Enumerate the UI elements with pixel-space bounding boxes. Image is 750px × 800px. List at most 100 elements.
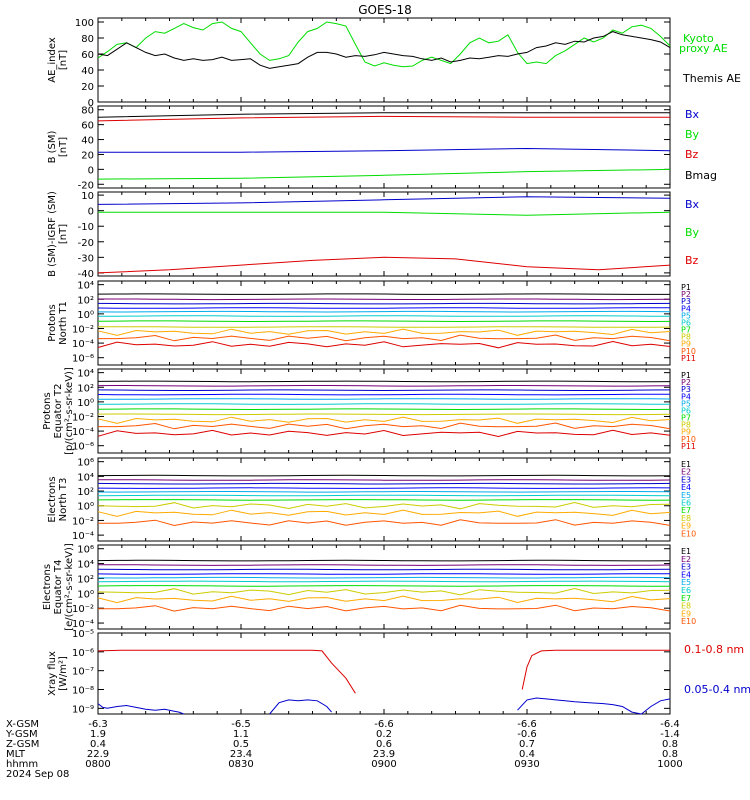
legend-item: 0.1-0.8 nm: [684, 643, 744, 656]
y-tick-label: 10⁴: [77, 472, 94, 483]
bottom-axis-value: 0.6: [376, 739, 392, 750]
channel-line: [97, 380, 671, 383]
channel-label: P6: [681, 318, 691, 327]
y-tick-label: 0: [88, 165, 94, 176]
legend-proxy-ae: proxy AE: [679, 42, 728, 55]
y-axis-label: AE_index: [47, 37, 58, 83]
panel-b_igrf: 10 0 -10 -20 -30 -40 B (SM)-IGRF (SM) [nT] Bx By B…: [47, 191, 700, 280]
legend-item: Bz: [685, 148, 699, 161]
bottom-axis-value: 23.9: [373, 749, 395, 760]
bottom-axis-value: 0.4: [519, 749, 535, 760]
channel-line: [98, 604, 671, 612]
channel-label: P10: [681, 347, 696, 356]
y-tick-label: 0: [88, 98, 94, 109]
channel-label: E5: [681, 578, 691, 587]
y-tick-label: 10⁻⁷: [72, 667, 94, 678]
channel-line: [97, 328, 671, 336]
y-tick-label: 10²: [77, 383, 94, 394]
y-axis-label: Protons: [42, 392, 53, 429]
y-axis-label: Electrons: [47, 476, 58, 522]
legend-item: By: [685, 226, 700, 239]
series-line: [98, 211, 671, 216]
channel-label: P3: [681, 385, 691, 394]
y-tick-label: 10²: [77, 574, 94, 585]
channel-label: E8: [681, 514, 691, 523]
y-tick-label: 0: [88, 207, 94, 218]
y-axis-label: B (SM)-IGRF (SM): [47, 191, 58, 277]
panel-xray: 10⁻⁵ 10⁻⁶ 10⁻⁷ 10⁻⁸ 10⁻⁹ Xray flux [W/m²] 0.1-0…: [47, 629, 750, 715]
y-tick-label: -20: [78, 238, 94, 249]
channel-line: [97, 413, 671, 416]
series-line: [517, 697, 671, 715]
y-tick-label: 10⁻²: [72, 516, 94, 527]
legend-item: 0.05-0.4 nm: [684, 683, 750, 696]
channel-label: P1: [681, 371, 691, 380]
channel-label: E4: [681, 570, 691, 579]
channel-label: E9: [681, 522, 691, 531]
bottom-axis-value: 1000: [657, 759, 682, 770]
bottom-axis-value: 1.1: [233, 729, 249, 740]
channel-label: E3: [681, 475, 691, 484]
channel-line: [97, 474, 671, 477]
y-tick-label: -20: [78, 180, 94, 191]
channel-line: [97, 501, 671, 510]
channel-label: E3: [681, 563, 691, 572]
bottom-axis-value: 0.8: [662, 749, 678, 760]
channel-line: [97, 576, 671, 579]
y-tick-label: 10⁴: [77, 369, 94, 380]
series-line: [269, 699, 332, 715]
y-tick-label: 10⁻⁸: [72, 686, 94, 697]
channel-label: P5: [681, 311, 691, 320]
legend-kyoto: Kyoto: [683, 32, 714, 45]
y-tick-label: -30: [78, 253, 94, 264]
y-tick-label: 10⁰: [77, 310, 94, 321]
bottom-axis-value: -1.4: [660, 729, 680, 740]
channel-line: [97, 587, 671, 596]
y-tick-label: 60: [81, 50, 94, 61]
channel-label: E6: [681, 499, 691, 508]
channel-label: E4: [681, 483, 691, 492]
channel-line: [98, 298, 671, 301]
y-axis-label: Protons: [47, 304, 58, 341]
channel-label: E7: [681, 594, 691, 603]
y-tick-label: 80: [81, 34, 94, 45]
bottom-axis-value: 0.8: [662, 739, 678, 750]
channel-line: [97, 573, 670, 575]
series-line: [97, 703, 184, 715]
series-line: [97, 649, 356, 694]
channel-line: [97, 408, 671, 411]
y-axis-label: [p/(cm²-s-sr-keV)]: [64, 367, 75, 455]
legend-item: Bz: [685, 254, 699, 267]
y-axis-label: [e/(cm²-s-sr-keV)]: [64, 543, 75, 631]
legend-item: Bmag: [685, 169, 717, 182]
y-tick-label: 40: [81, 66, 94, 77]
bottom-row-label: MLT: [6, 749, 26, 760]
y-tick-label: 10⁻⁶: [72, 442, 94, 453]
legend-item: By: [685, 128, 700, 141]
series-line: [97, 168, 671, 180]
channel-label: E1: [681, 460, 691, 469]
channel-label: E2: [681, 468, 691, 477]
y-tick-label: 10⁻²: [72, 324, 94, 335]
channel-label: P6: [681, 406, 691, 415]
bottom-axis-table: X-GSM Y-GSM Z-GSM MLT hhmm 2024 Sep 08 -…: [5, 719, 683, 780]
channel-line: [97, 326, 671, 328]
channel-label: P8: [681, 421, 691, 430]
channel-line: [97, 302, 671, 305]
bottom-axis-value: -6.5: [231, 719, 251, 730]
channel-label: P4: [681, 304, 691, 313]
y-tick-label: 20: [81, 82, 94, 93]
y-tick-label: 10⁻⁴: [72, 427, 94, 438]
bottom-axis-value: 0830: [228, 759, 253, 770]
bottom-axis-value: -6.4: [660, 719, 680, 730]
channel-label: E1: [681, 547, 691, 556]
series-line: [98, 147, 671, 153]
y-tick-label: 100: [75, 18, 94, 29]
y-tick-label: 10⁶: [77, 545, 94, 556]
bottom-axis-value: -0.6: [517, 729, 537, 740]
y-tick-label: 10²: [77, 295, 94, 306]
channel-line: [97, 559, 671, 562]
y-tick-label: 10⁻²: [72, 412, 94, 423]
